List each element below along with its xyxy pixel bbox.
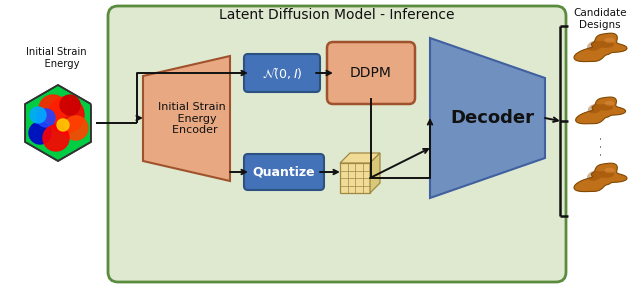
Text: Initial Strain
   Energy
  Encoder: Initial Strain Energy Encoder	[157, 102, 225, 135]
FancyBboxPatch shape	[244, 54, 320, 92]
Polygon shape	[574, 163, 627, 192]
Text: Decoder: Decoder	[451, 109, 534, 127]
Circle shape	[30, 107, 46, 123]
Circle shape	[29, 122, 51, 144]
FancyBboxPatch shape	[108, 6, 566, 282]
Bar	[340, 163, 370, 193]
Polygon shape	[605, 101, 614, 106]
Polygon shape	[574, 33, 627, 61]
Text: Quantize: Quantize	[253, 166, 316, 178]
Circle shape	[43, 125, 69, 151]
Text: · · ·: · · ·	[595, 136, 609, 156]
Polygon shape	[604, 168, 614, 173]
Polygon shape	[340, 153, 380, 163]
Polygon shape	[370, 153, 380, 193]
Circle shape	[57, 119, 69, 131]
Polygon shape	[587, 41, 614, 51]
Polygon shape	[25, 85, 91, 161]
Polygon shape	[588, 104, 613, 114]
Text: $\mathcal{N}(0,I)$: $\mathcal{N}(0,I)$	[262, 65, 302, 81]
Text: Candidate
Designs: Candidate Designs	[573, 8, 627, 29]
Circle shape	[39, 95, 67, 123]
Text: Initial Strain
    Energy: Initial Strain Energy	[26, 47, 86, 69]
Polygon shape	[430, 38, 545, 198]
Polygon shape	[604, 38, 614, 43]
Circle shape	[60, 95, 80, 115]
Polygon shape	[587, 171, 614, 181]
Circle shape	[37, 109, 55, 127]
FancyBboxPatch shape	[327, 42, 415, 104]
Circle shape	[64, 116, 88, 140]
FancyBboxPatch shape	[244, 154, 324, 190]
Circle shape	[48, 97, 84, 133]
Polygon shape	[575, 97, 625, 124]
Polygon shape	[143, 56, 230, 181]
Text: Latent Diffusion Model - Inference: Latent Diffusion Model - Inference	[220, 8, 455, 22]
Text: DDPM: DDPM	[350, 66, 392, 80]
